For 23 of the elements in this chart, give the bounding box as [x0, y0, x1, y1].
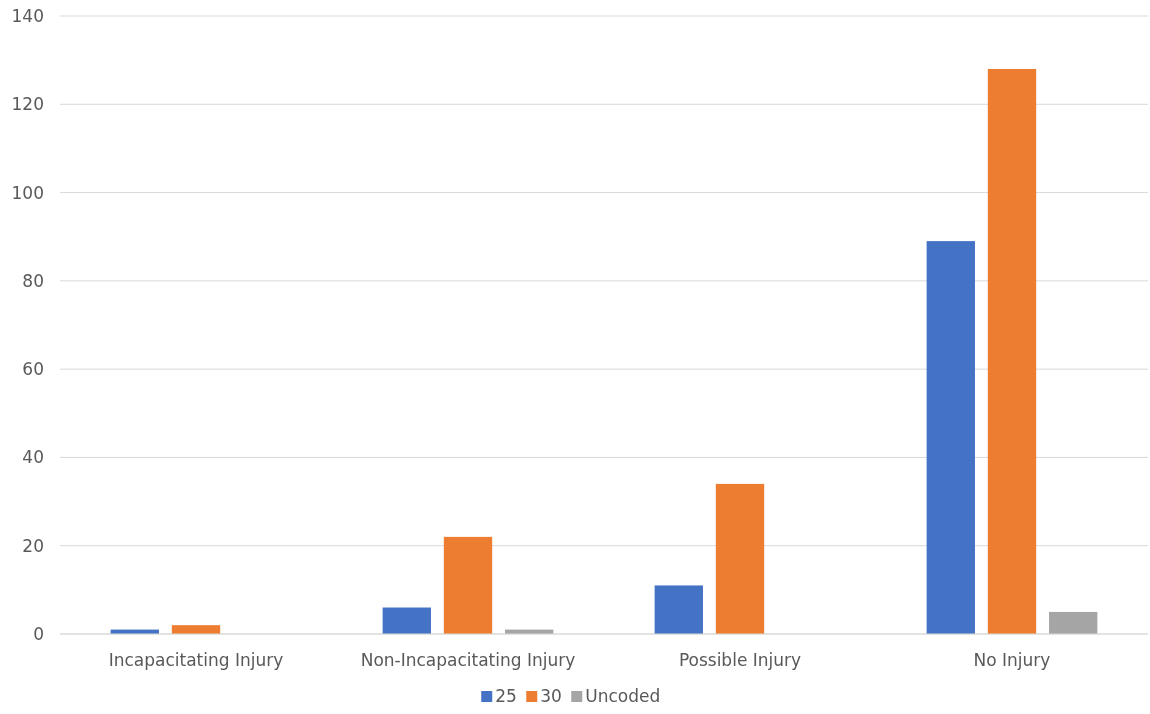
bar	[654, 585, 703, 634]
legend-label: 25	[495, 686, 517, 706]
bar	[715, 483, 765, 634]
x-tick-label: Non-Incapacitating Injury	[360, 650, 576, 670]
legend-label: 30	[540, 686, 562, 706]
x-tick-label: No Injury	[973, 650, 1051, 670]
bar	[987, 68, 1037, 634]
bar	[1049, 611, 1098, 634]
y-tick-label: 60	[22, 359, 44, 380]
y-tick-label: 140	[11, 5, 44, 26]
bar	[382, 607, 431, 634]
x-tick-label: Incapacitating Injury	[108, 650, 284, 670]
legend-label: Uncoded	[585, 686, 661, 706]
y-tick-label: 80	[22, 270, 44, 291]
y-tick-label: 40	[22, 447, 44, 468]
x-tick-label: Possible Injury	[678, 650, 802, 670]
bar	[171, 625, 221, 634]
y-tick-label: 20	[22, 535, 44, 556]
bar	[926, 241, 975, 634]
y-tick-label: 100	[11, 182, 44, 203]
y-tick-label: 0	[33, 623, 44, 644]
y-tick-label: 120	[11, 94, 44, 115]
bar	[443, 536, 493, 634]
